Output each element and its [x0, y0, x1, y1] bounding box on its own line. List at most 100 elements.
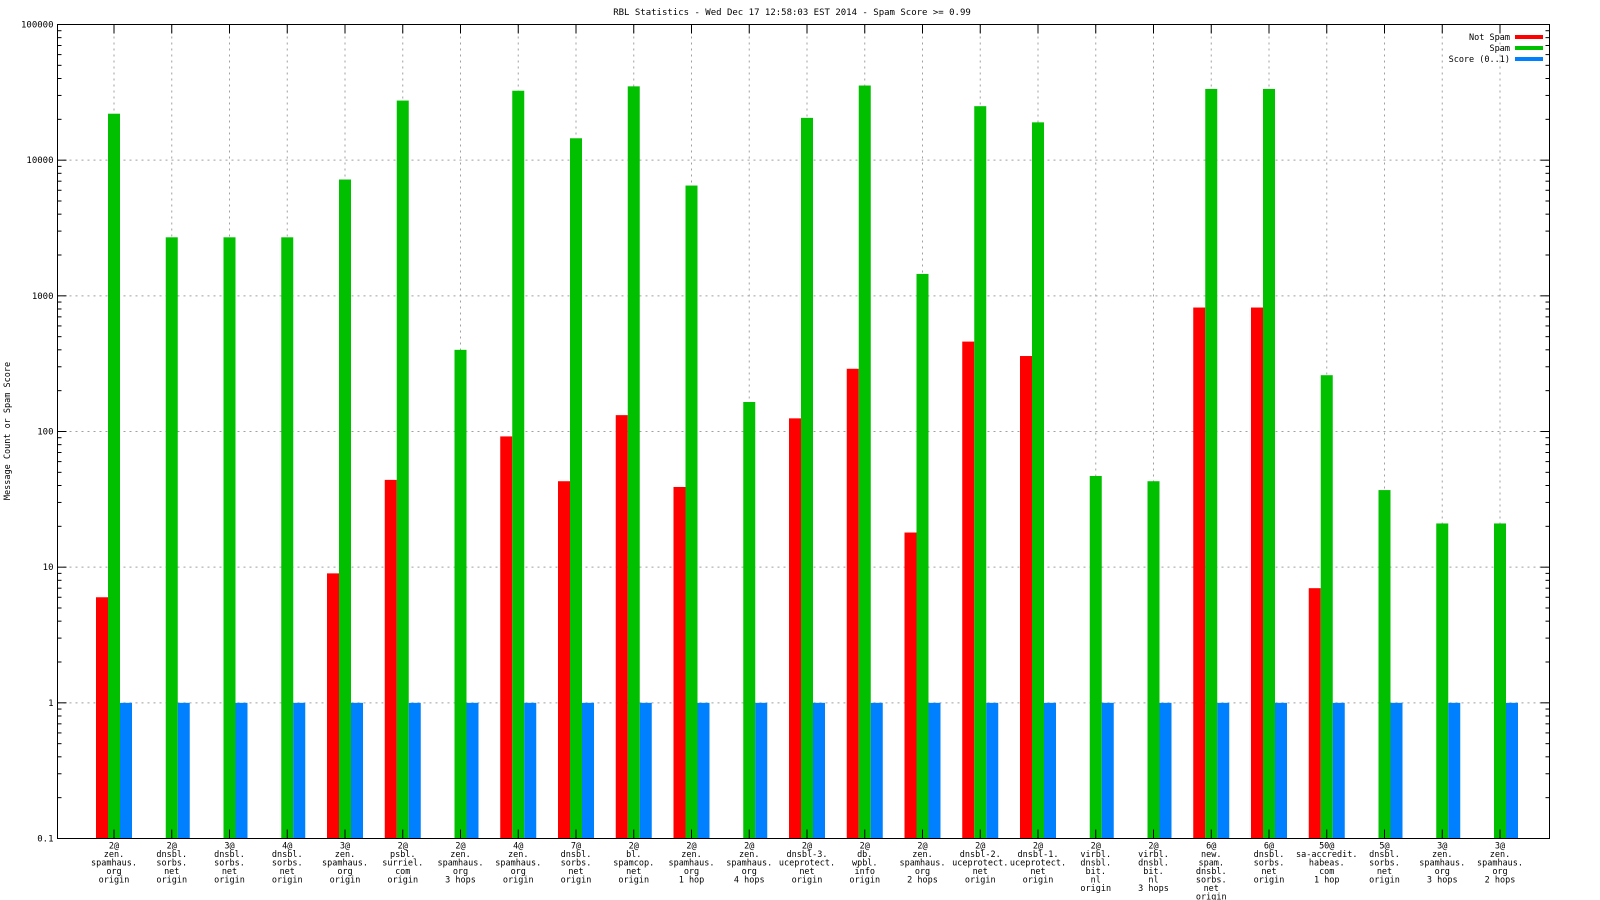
y-tick-label: 10: [43, 563, 54, 573]
x-category-label: 2@ bl. spamcop. net origin: [613, 842, 654, 886]
bar-spam: [1032, 122, 1044, 839]
bar-spam: [1089, 475, 1102, 839]
bar-spam: [1320, 375, 1333, 839]
x-category-label: 50@ sa-accredit. habeas. com 1 hop: [1296, 842, 1357, 886]
bar-score-0-1: [986, 702, 999, 839]
legend-swatch: [1515, 57, 1543, 61]
bar-spam: [396, 100, 409, 839]
bar-spam: [858, 85, 871, 839]
bar-spam: [974, 106, 987, 839]
bar-not-spam: [904, 532, 917, 839]
x-category-label: 6@ new. spam. dnsbl. sorbs. net origin: [1196, 842, 1227, 900]
legend-label: Spam: [1490, 44, 1510, 54]
bar-not-spam: [615, 415, 628, 839]
bars: [96, 85, 1518, 839]
bar-score-0-1: [408, 702, 421, 839]
bar-spam: [1263, 88, 1275, 839]
x-category-label: 4@ zen. spamhaus. org origin: [495, 842, 541, 886]
bar-not-spam: [384, 479, 397, 839]
bar-score-0-1: [235, 702, 248, 839]
x-category-label: 2@ dnsbl-2. uceprotect. net origin: [952, 842, 1008, 886]
bar-score-0-1: [755, 702, 768, 839]
y-tick-label: 10000: [26, 156, 53, 166]
bar-not-spam: [500, 436, 513, 839]
y-axis-label: Message Count or Spam Score: [3, 362, 13, 500]
bar-spam: [685, 185, 698, 839]
bar-not-spam: [1308, 588, 1321, 839]
bar-not-spam: [962, 341, 975, 839]
x-category-label: 2@ dnsbl-1. uceprotect. net origin: [1010, 842, 1066, 886]
x-category-label: 5@ dnsbl. sorbs. net origin: [1369, 842, 1400, 886]
bar-score-0-1: [524, 702, 537, 839]
bar-spam: [454, 349, 467, 839]
bar-score-0-1: [177, 702, 190, 839]
bar-spam: [916, 273, 929, 839]
bar-score-0-1: [813, 702, 825, 839]
x-category-label: 2@ zen. spamhaus. org 1 hop: [668, 842, 714, 886]
bar-score-0-1: [1159, 702, 1172, 839]
bar-spam: [512, 90, 525, 839]
y-tick-label: 100: [37, 428, 53, 438]
bar-not-spam: [327, 573, 339, 839]
x-category-label: 2@ zen. spamhaus. org origin: [91, 842, 137, 886]
bar-spam: [1378, 490, 1391, 839]
bar-spam: [1205, 88, 1218, 839]
bar-score-0-1: [1044, 702, 1056, 839]
y-tick-label: 1: [48, 699, 53, 709]
bar-not-spam: [96, 597, 108, 839]
bar-score-0-1: [351, 702, 363, 839]
bar-score-0-1: [466, 702, 479, 839]
x-category-label: 3@ dnsbl. sorbs. net origin: [214, 842, 245, 886]
x-category-label: 2@ virbl. dnsbl. bit. nl origin: [1080, 842, 1111, 895]
bar-not-spam: [1251, 307, 1263, 839]
bar-spam: [627, 86, 640, 839]
bar-score-0-1: [1390, 702, 1403, 839]
bar-spam: [165, 237, 178, 839]
bar-not-spam: [558, 481, 570, 839]
bar-score-0-1: [870, 702, 883, 839]
bar-not-spam: [789, 418, 801, 839]
bar-score-0-1: [1448, 702, 1461, 839]
bar-spam: [223, 237, 236, 839]
y-axis-ticks: 0.1 1 10 100 1000 10000 100000: [21, 21, 1550, 845]
x-category-label: 2@ dnsbl-3. uceprotect. net origin: [779, 842, 835, 886]
bar-score-0-1: [293, 702, 306, 839]
legend-label: Score (0..1): [1449, 55, 1510, 65]
x-category-label: 2@ db. wpbl. info origin: [849, 842, 880, 886]
x-category-label: 4@ dnsbl. sorbs. net origin: [272, 842, 303, 886]
bar-spam: [281, 237, 294, 839]
legend-label: Not Spam: [1469, 33, 1510, 43]
bar-not-spam: [1193, 307, 1206, 839]
x-category-label: 2@ dnsbl. sorbs. net origin: [156, 842, 187, 886]
bar-spam: [570, 138, 582, 839]
bar-score-0-1: [582, 702, 594, 839]
bar-score-0-1: [697, 702, 710, 839]
bar-spam: [108, 113, 120, 839]
y-tick-label: 100000: [21, 21, 54, 31]
x-category-label: 3@ zen. spamhaus. org 3 hops: [1419, 842, 1465, 886]
x-category-label: 2@ virbl. dnsbl. bit. nl 3 hops: [1138, 842, 1169, 895]
bar-spam: [1436, 523, 1449, 839]
bar-score-0-1: [928, 702, 941, 839]
x-category-label: 3@ zen. spamhaus. org 2 hops: [1477, 842, 1523, 886]
bar-not-spam: [846, 368, 859, 839]
chart-title: RBL Statistics - Wed Dec 17 12:58:03 EST…: [613, 8, 971, 18]
bar-not-spam: [1020, 356, 1032, 839]
bar-score-0-1: [1275, 702, 1287, 839]
x-axis-ticks: 2@ zen. spamhaus. org origin 2@ dnsbl. sorbs. ne…: [91, 24, 1523, 900]
bar-spam: [339, 179, 351, 839]
x-category-label: 3@ zen. spamhaus. org origin: [322, 842, 368, 886]
legend-swatch: [1515, 35, 1543, 39]
bar-spam: [1147, 481, 1160, 839]
bar-spam: [743, 401, 756, 839]
x-category-label: 2@ zen. spamhaus. org 3 hops: [437, 842, 483, 886]
bar-spam: [801, 117, 813, 839]
bar-spam: [1494, 523, 1506, 839]
y-tick-label: 0.1: [37, 835, 53, 845]
x-category-label: 7@ dnsbl. sorbs. net origin: [561, 842, 592, 886]
x-category-label: 2@ psbl. surriel. com origin: [382, 842, 423, 886]
bar-score-0-1: [1332, 702, 1345, 839]
bar-score-0-1: [1217, 702, 1230, 839]
x-category-label: 2@ zen. spamhaus. org 4 hops: [726, 842, 772, 886]
